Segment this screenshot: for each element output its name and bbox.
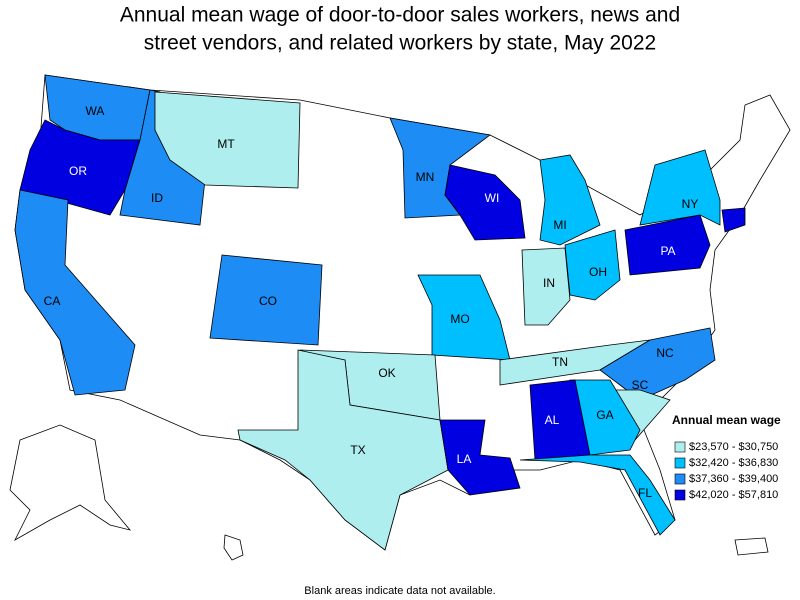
- state: [564, 229, 621, 301]
- state-label: ID: [151, 191, 163, 205]
- state: [519, 454, 676, 536]
- state: [237, 349, 449, 551]
- state-label: CA: [44, 294, 61, 308]
- state-label: TN: [552, 355, 568, 369]
- legend-swatch: [674, 489, 686, 501]
- state-label: MI: [553, 218, 566, 232]
- legend-label: $42,020 - $57,810: [689, 489, 778, 501]
- state-label: WA: [86, 104, 105, 118]
- state-label: NY: [682, 197, 699, 211]
- legend-swatch: [674, 473, 686, 485]
- state-label: PA: [660, 244, 675, 258]
- legend-label: $32,420 - $36,830: [689, 457, 778, 469]
- puerto-rico: [734, 537, 769, 556]
- footnote: Blank areas indicate data not available.: [304, 585, 495, 597]
- state: [444, 164, 526, 241]
- state: [154, 91, 301, 189]
- state-label: GA: [596, 408, 613, 422]
- state-label: NC: [656, 346, 674, 360]
- title-line: Annual mean wage of door-to-door sales w…: [120, 4, 680, 27]
- states: WA OR ID MT CA CO MN WI MI NY PA CT OH IN MO OK TX TN NC SC…: [14, 74, 761, 551]
- state-label: OR: [69, 164, 87, 178]
- state-label: FL: [638, 486, 652, 500]
- state-label: SC: [632, 378, 649, 392]
- state-label: WI: [485, 191, 500, 205]
- state-label: CO: [259, 294, 277, 308]
- state: [599, 327, 716, 401]
- state-label: CT: [744, 229, 761, 243]
- title-line: street vendors, and related workers by s…: [144, 32, 656, 55]
- legend-title: Annual mean wage: [672, 413, 781, 427]
- state-label: MT: [217, 137, 235, 151]
- state-label: LA: [457, 452, 472, 466]
- legend-label: $23,570 - $30,750: [689, 441, 778, 453]
- state: [439, 419, 521, 496]
- state-label: TX: [350, 443, 365, 457]
- state-label: AL: [545, 413, 560, 427]
- state: [209, 254, 323, 346]
- state-label: OK: [378, 366, 395, 380]
- hawaii: [223, 534, 244, 561]
- alaska: [9, 424, 132, 542]
- state: [14, 189, 136, 396]
- state: [539, 154, 601, 246]
- legend-swatch: [674, 457, 686, 469]
- state: [639, 149, 721, 226]
- state: [521, 247, 571, 326]
- legend-label: $37,360 - $39,400: [689, 473, 778, 485]
- state-label: OH: [589, 265, 607, 279]
- legend-swatch: [674, 441, 686, 453]
- state-label: MN: [416, 170, 435, 184]
- state: [624, 214, 711, 276]
- state-label: MO: [450, 312, 469, 326]
- state-label: IN: [543, 276, 555, 290]
- legend: $23,570 - $30,750 $32,420 - $36,830 $37,36…: [674, 441, 778, 501]
- state: [721, 207, 746, 233]
